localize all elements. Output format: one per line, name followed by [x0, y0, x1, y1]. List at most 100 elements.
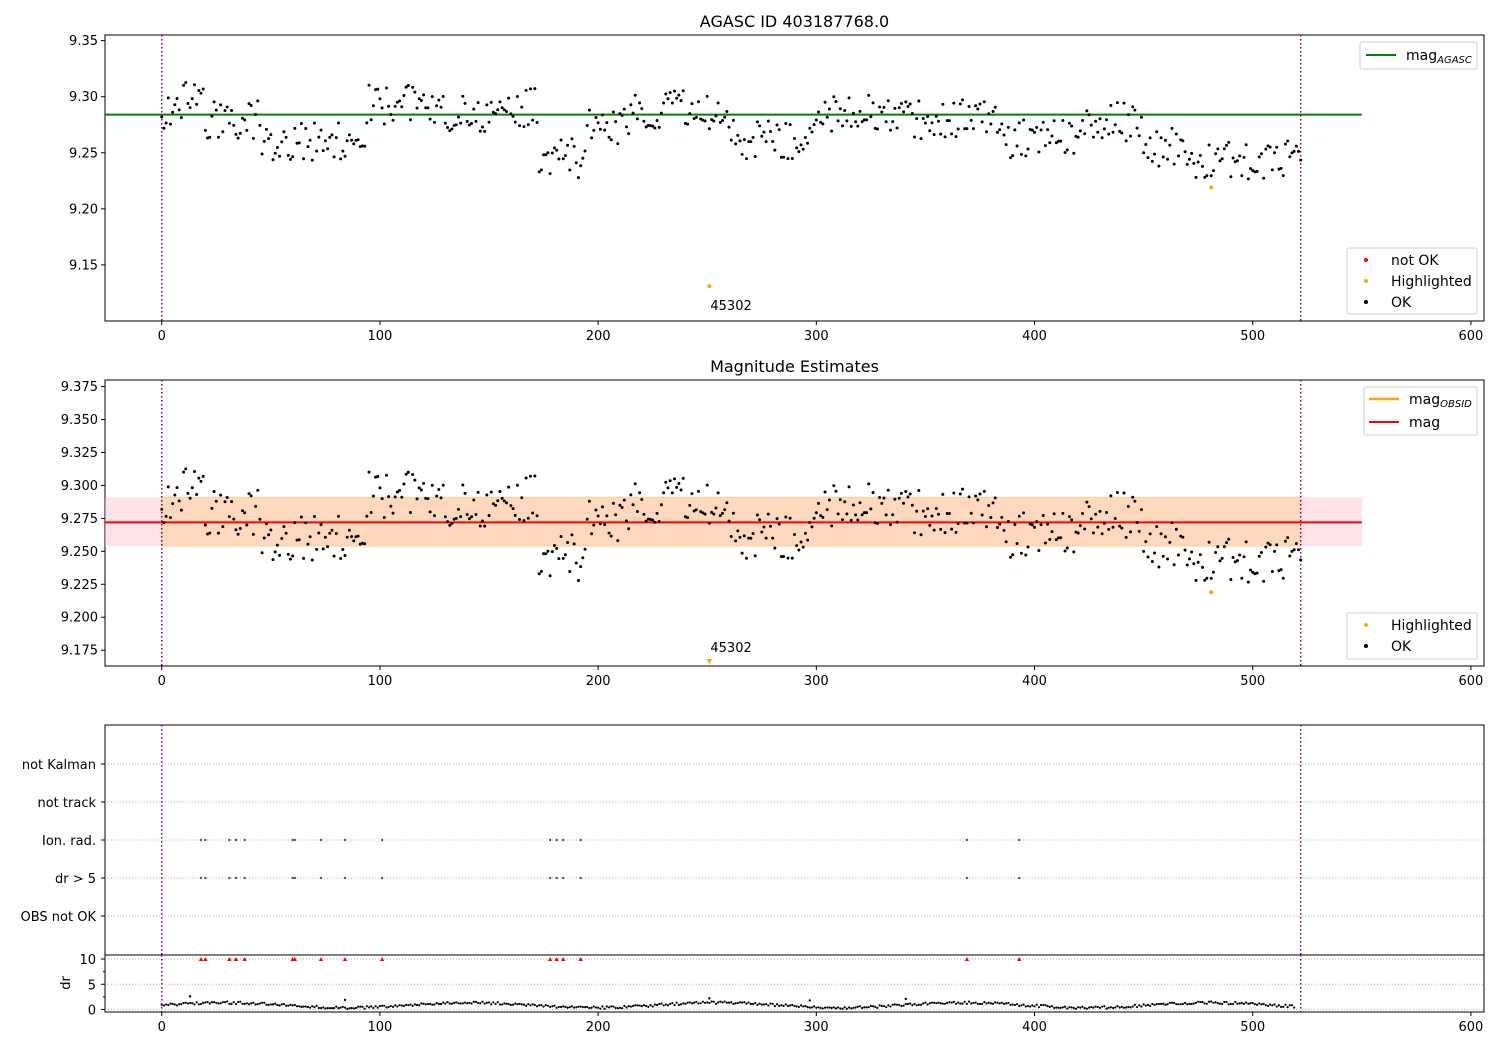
ok-point — [851, 503, 855, 507]
ok-point — [1004, 540, 1008, 544]
dr-point — [727, 1001, 731, 1004]
legend-point-swatch — [1364, 644, 1368, 648]
ok-point — [216, 135, 220, 139]
ok-point — [788, 516, 792, 520]
dr-point — [577, 1005, 580, 1008]
ok-point — [865, 511, 869, 515]
ok-point — [411, 85, 415, 89]
ok-point — [958, 102, 962, 106]
dr-point — [1140, 1005, 1143, 1008]
magnitude-title: Magnitude Estimates — [710, 357, 879, 376]
ok-point — [1054, 538, 1058, 542]
ok-point — [995, 525, 999, 529]
dr-point — [618, 1006, 622, 1009]
ok-point — [1246, 580, 1250, 584]
dr-point — [1090, 1005, 1093, 1009]
ok-point — [456, 115, 460, 119]
dr-point — [821, 1007, 824, 1010]
dr-point — [1138, 1004, 1141, 1007]
ok-point — [1183, 150, 1187, 154]
dr-clipped-marker — [578, 957, 583, 962]
ok-point — [753, 554, 757, 558]
dr-clipped-marker — [227, 957, 232, 962]
dr-point — [1245, 1001, 1248, 1004]
obsid-annotation: 45302 — [710, 641, 751, 656]
ok-point — [620, 506, 624, 510]
dr-point — [1120, 1005, 1123, 1008]
dr-point — [998, 1002, 1001, 1005]
ok-point — [869, 507, 873, 511]
dr-point — [422, 1002, 425, 1005]
ok-point — [199, 479, 203, 483]
dr-point — [813, 1005, 816, 1008]
dr-point — [1146, 1003, 1150, 1006]
ok-point — [1159, 136, 1163, 140]
ok-point — [238, 131, 242, 135]
dr-point — [287, 1004, 290, 1007]
dr-point — [363, 1007, 366, 1010]
dr-point — [557, 1005, 560, 1009]
ok-point — [238, 527, 242, 531]
agasc-y-ticks: 9.159.209.259.309.35 — [69, 34, 105, 273]
dr-point — [699, 1002, 702, 1005]
dr-point — [210, 1001, 214, 1004]
dr-point — [943, 1002, 947, 1005]
dr-outlier-point — [188, 995, 192, 998]
ok-point — [653, 520, 657, 524]
dr-point — [850, 1007, 853, 1010]
dr-point — [828, 1006, 831, 1009]
dr-clipped-marker — [292, 957, 298, 962]
ok-point — [524, 88, 528, 92]
ok-point — [1297, 149, 1301, 153]
ok-point — [177, 108, 181, 112]
ok-point — [299, 122, 303, 126]
ok-point — [522, 519, 526, 523]
ok-point — [910, 112, 914, 116]
ok-point — [1225, 143, 1229, 147]
ok-point — [522, 125, 526, 129]
ok-point — [963, 521, 967, 525]
agasc-x-ticks: 0 100 200 300 400 500 600 — [158, 321, 1483, 344]
ok-point — [786, 157, 790, 161]
dr-point — [784, 1003, 787, 1006]
dr-point — [782, 1004, 785, 1008]
dr-point — [178, 1003, 181, 1006]
dr-point — [298, 1005, 301, 1008]
ok-point — [413, 90, 417, 94]
ok-point — [356, 138, 360, 142]
ok-point — [1009, 156, 1013, 160]
dr-point — [631, 1004, 635, 1008]
dr-point — [505, 1002, 508, 1005]
ok-point — [1235, 559, 1239, 563]
x-tick-label: 200 — [586, 329, 611, 344]
flag-point — [343, 838, 347, 842]
ok-point — [1113, 516, 1117, 520]
dr-point — [474, 1000, 478, 1004]
ok-point — [655, 118, 659, 122]
ok-point — [192, 469, 196, 473]
ok-point — [243, 511, 247, 515]
ok-point — [734, 142, 738, 146]
ok-point — [729, 534, 733, 538]
ok-point — [991, 501, 995, 505]
ok-point — [474, 512, 478, 516]
ok-point — [1264, 545, 1268, 549]
ok-point — [291, 554, 295, 558]
ok-point — [937, 119, 941, 123]
ok-point — [827, 107, 831, 111]
dr-point — [472, 1000, 475, 1003]
dr-point — [527, 1003, 530, 1006]
ok-point — [1146, 156, 1150, 160]
dr-clipped-marker — [233, 957, 239, 962]
ok-point — [267, 533, 271, 537]
dr-point — [1035, 1003, 1038, 1006]
dr-point — [1077, 1006, 1080, 1009]
flags-axes-frame — [104, 724, 1485, 956]
dr-clipped-marker — [379, 957, 385, 962]
ok-point — [1294, 144, 1298, 148]
ok-point — [998, 522, 1002, 526]
dr-point — [1177, 1003, 1180, 1006]
dr-point — [719, 1000, 722, 1003]
ok-point — [651, 124, 655, 128]
